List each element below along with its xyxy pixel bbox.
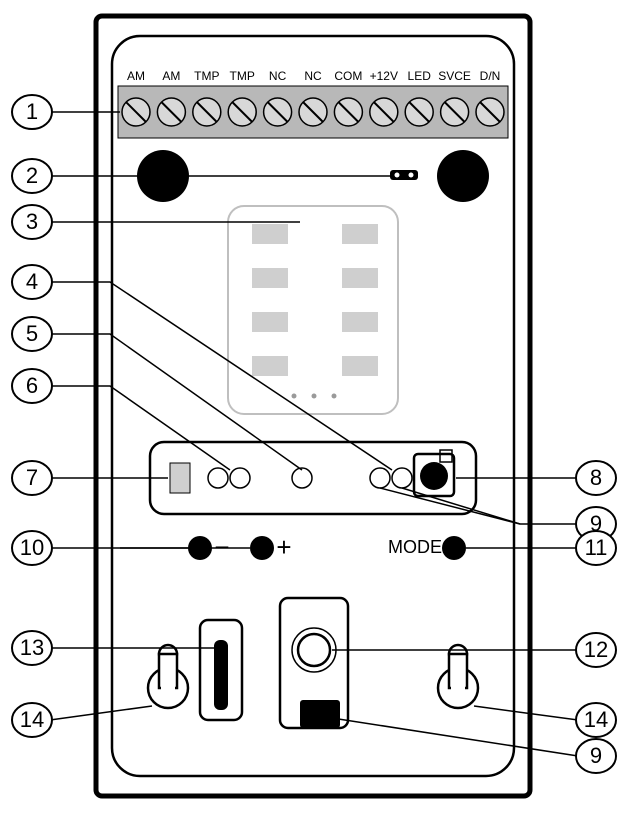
lens-segment: [252, 312, 288, 332]
callout-number: 4: [26, 269, 38, 294]
center-screw[interactable]: [292, 468, 312, 488]
lens-segment: [342, 356, 378, 376]
terminal-screw[interactable]: [264, 98, 292, 126]
terminal-screw[interactable]: [122, 98, 150, 126]
lens-dot: [312, 394, 317, 399]
terminal-screw[interactable]: [228, 98, 256, 126]
lens-segment: [252, 268, 288, 288]
callout-4: 4: [12, 265, 52, 299]
terminal-screw[interactable]: [476, 98, 504, 126]
callout-14: 14: [12, 703, 52, 737]
callout-12: 12: [576, 633, 616, 667]
indicator-led: [170, 463, 190, 493]
lens-dot: [332, 394, 337, 399]
callout-line: [50, 386, 230, 470]
callout-number: 13: [20, 635, 44, 660]
callout-line: [50, 706, 152, 720]
callout-11: 11: [576, 531, 616, 565]
terminal-label: SVCE: [438, 69, 471, 83]
jumper[interactable]: [390, 170, 418, 180]
callout-line: [402, 488, 578, 524]
callout-number: 14: [20, 707, 44, 732]
callout-number: 8: [590, 465, 602, 490]
callout-line: [50, 334, 302, 470]
callout-number: 10: [20, 535, 44, 560]
lens-dot: [292, 394, 297, 399]
callout-number: 11: [585, 535, 608, 560]
callout-number: 3: [26, 209, 38, 234]
callout-3: 3: [12, 205, 52, 239]
callout-2: 2: [12, 159, 52, 193]
terminal-label: NC: [304, 69, 322, 83]
callout-5: 5: [12, 317, 52, 351]
callout-8: 8: [576, 461, 616, 495]
terminal-screw[interactable]: [405, 98, 433, 126]
callout-number: 12: [584, 637, 608, 662]
callout-10: 10: [12, 531, 52, 565]
lens-segment: [252, 356, 288, 376]
callout-number: 9: [590, 743, 602, 768]
keyhole-mount: [438, 645, 478, 708]
callout-13: 13: [12, 631, 52, 665]
callout-number: 1: [26, 99, 38, 124]
callout-9: 9: [576, 739, 616, 773]
lens-segment: [342, 312, 378, 332]
minus-label: −: [214, 532, 229, 562]
terminal-label: AM: [127, 69, 145, 83]
callout-number: 7: [26, 465, 38, 490]
keyhole-mount: [148, 645, 188, 708]
callout-number: 2: [26, 163, 38, 188]
terminal-label: +12V: [370, 69, 398, 83]
callout-1: 1: [12, 95, 52, 129]
terminal-label: AM: [162, 69, 180, 83]
lens-segment: [342, 224, 378, 244]
terminal-label: NC: [269, 69, 287, 83]
mode-label: MODE: [388, 537, 442, 557]
pot-dial[interactable]: [370, 468, 390, 488]
mount-hole-right: [437, 150, 489, 202]
terminal-screw[interactable]: [299, 98, 327, 126]
terminal-label: LED: [408, 69, 432, 83]
callout-7: 7: [12, 461, 52, 495]
terminal-screw[interactable]: [370, 98, 398, 126]
pot-dial[interactable]: [208, 468, 228, 488]
terminal-screw[interactable]: [193, 98, 221, 126]
sensor-lens: [420, 462, 448, 490]
callout-line: [380, 488, 520, 524]
pot-dial[interactable]: [392, 468, 412, 488]
callout-14: 14: [576, 703, 616, 737]
callout-number: 5: [26, 321, 38, 346]
terminal-screw[interactable]: [157, 98, 185, 126]
terminal-label: D/N: [480, 69, 501, 83]
plus-button[interactable]: [250, 536, 274, 560]
lens-segment: [252, 224, 288, 244]
terminal-label: TMP: [230, 69, 255, 83]
callout-line: [474, 706, 578, 720]
callout-6: 6: [12, 369, 52, 403]
mode-button[interactable]: [442, 536, 466, 560]
lens-segment: [342, 268, 378, 288]
terminal-screw[interactable]: [334, 98, 362, 126]
plus-label: +: [276, 532, 291, 562]
callout-line: [332, 718, 578, 756]
terminal-label: COM: [334, 69, 362, 83]
terminal-label: TMP: [194, 69, 219, 83]
terminal-screw[interactable]: [441, 98, 469, 126]
callout-number: 6: [26, 373, 38, 398]
callout-number: 14: [584, 707, 608, 732]
tamper-tab: [300, 700, 340, 728]
pot-dial[interactable]: [230, 468, 250, 488]
